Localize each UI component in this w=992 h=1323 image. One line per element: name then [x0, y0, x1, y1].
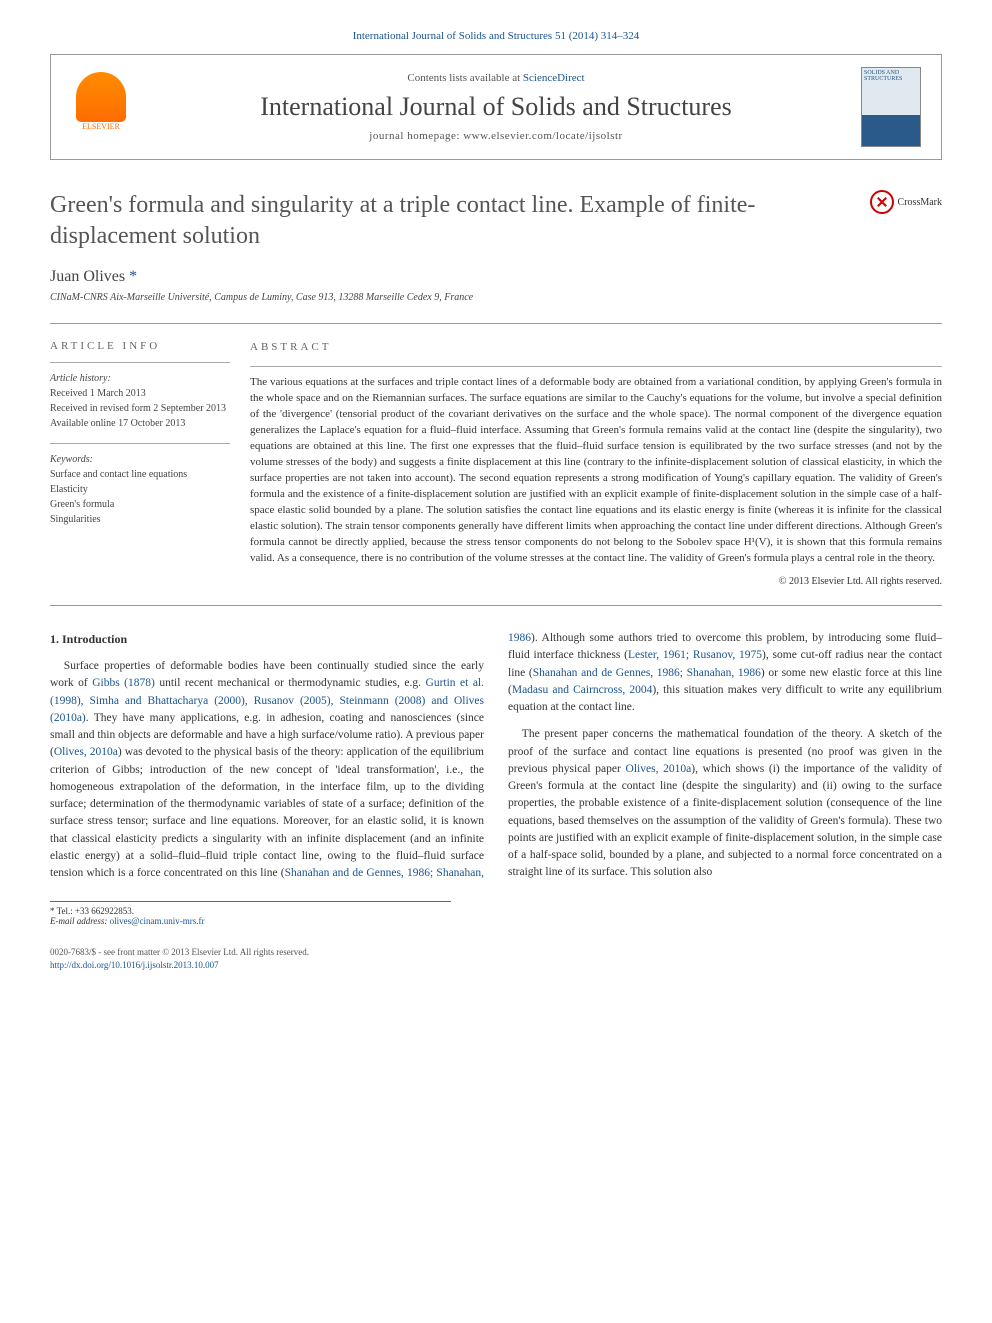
- author-affiliation: CINaM-CNRS Aix-Marseille Université, Cam…: [50, 292, 942, 303]
- keywords-title: Keywords:: [50, 452, 230, 467]
- tel-label: * Tel.:: [50, 906, 75, 916]
- article-info-label: ARTICLE INFO: [50, 340, 230, 352]
- keywords-block: Keywords: Surface and contact line equat…: [50, 452, 230, 527]
- citation-link[interactable]: Lester, 1961; Rusanov, 1975: [628, 649, 762, 661]
- citation-link[interactable]: Olives, 2010a: [54, 746, 118, 758]
- history-line: Received in revised form 2 September 201…: [50, 401, 230, 416]
- article-info: ARTICLE INFO Article history: Received 1…: [50, 340, 250, 589]
- email-line: E-mail address: olives@cinam.univ-mrs.fr: [50, 916, 451, 926]
- tel-number: +33 662922853.: [75, 906, 134, 916]
- email-link[interactable]: olives@cinam.univ-mrs.fr: [110, 916, 205, 926]
- doi-value: 10.1016/j.ijsolstr.2013.10.007: [111, 960, 219, 970]
- divider: [50, 362, 230, 363]
- contents-prefix: Contents lists available at: [407, 72, 522, 84]
- doi-link[interactable]: http://dx.doi.org/10.1016/j.ijsolstr.201…: [50, 960, 219, 970]
- abstract-text: The various equations at the surfaces an…: [250, 375, 942, 566]
- info-abstract-row: ARTICLE INFO Article history: Received 1…: [50, 323, 942, 606]
- text: ) was devoted to the physical basis of t…: [50, 746, 484, 862]
- body-paragraph: The present paper concerns the mathemati…: [508, 726, 942, 881]
- doi-prefix: http://dx.doi.org/: [50, 960, 111, 970]
- title-row: Green's formula and singularity at a tri…: [50, 190, 942, 252]
- history-line: Received 1 March 2013: [50, 386, 230, 401]
- publisher-name: ELSEVIER: [82, 122, 120, 131]
- body-columns: 1. Introduction Surface properties of de…: [50, 630, 942, 887]
- elsevier-tree-icon: [76, 72, 126, 122]
- keyword: Singularities: [50, 512, 230, 527]
- journal-name: International Journal of Solids and Stru…: [131, 92, 861, 122]
- text: until recent mechanical or thermodynamic…: [155, 677, 426, 689]
- article-title: Green's formula and singularity at a tri…: [50, 190, 850, 252]
- article-history-block: Article history: Received 1 March 2013 R…: [50, 371, 230, 431]
- text: ), which shows (i) the importance of the…: [508, 763, 942, 879]
- divider: [250, 366, 942, 367]
- header-center: Contents lists available at ScienceDirec…: [131, 72, 861, 142]
- history-title: Article history:: [50, 371, 230, 386]
- homepage-url[interactable]: www.elsevier.com/locate/ijsolstr: [463, 130, 622, 142]
- doi-line: http://dx.doi.org/10.1016/j.ijsolstr.201…: [50, 959, 942, 972]
- page-footer: 0020-7683/$ - see front matter © 2013 El…: [50, 946, 942, 971]
- citation-link[interactable]: Olives, 2010a: [626, 763, 692, 775]
- crossmark-badge[interactable]: CrossMark: [870, 190, 942, 214]
- divider: [50, 443, 230, 444]
- tel-line: * Tel.: +33 662922853.: [50, 906, 451, 916]
- abstract-label: ABSTRACT: [250, 340, 942, 356]
- citation-link[interactable]: Shanahan and de Gennes, 1986; Shanahan, …: [533, 667, 761, 679]
- email-label: E-mail address:: [50, 916, 110, 926]
- journal-header: ELSEVIER Contents lists available at Sci…: [50, 54, 942, 160]
- crossmark-label: CrossMark: [898, 197, 942, 208]
- homepage-prefix: journal homepage:: [369, 130, 463, 142]
- keyword: Green's formula: [50, 497, 230, 512]
- corresponding-author-footnote: * Tel.: +33 662922853. E-mail address: o…: [50, 901, 451, 926]
- sciencedirect-link[interactable]: ScienceDirect: [523, 72, 585, 84]
- journal-reference: International Journal of Solids and Stru…: [50, 30, 942, 42]
- section-heading: 1. Introduction: [50, 630, 484, 648]
- abstract-column: ABSTRACT The various equations at the su…: [250, 340, 942, 589]
- citation-link[interactable]: Gibbs (1878): [92, 677, 155, 689]
- keyword: Surface and contact line equations: [50, 467, 230, 482]
- citation-link[interactable]: Madasu and Cairncross, 2004: [512, 684, 653, 696]
- issn-line: 0020-7683/$ - see front matter © 2013 El…: [50, 946, 942, 959]
- homepage-line: journal homepage: www.elsevier.com/locat…: [131, 130, 861, 142]
- author-name: Juan Olives: [50, 268, 125, 285]
- history-line: Available online 17 October 2013: [50, 416, 230, 431]
- crossmark-icon: [870, 190, 894, 214]
- contents-line: Contents lists available at ScienceDirec…: [131, 72, 861, 84]
- corresponding-author-marker[interactable]: *: [129, 268, 137, 285]
- keyword: Elasticity: [50, 482, 230, 497]
- elsevier-logo: ELSEVIER: [71, 72, 131, 142]
- author-line: Juan Olives *: [50, 268, 942, 286]
- abstract-copyright: © 2013 Elsevier Ltd. All rights reserved…: [250, 575, 942, 590]
- journal-cover-thumbnail: SOLIDS AND STRUCTURES: [861, 67, 921, 147]
